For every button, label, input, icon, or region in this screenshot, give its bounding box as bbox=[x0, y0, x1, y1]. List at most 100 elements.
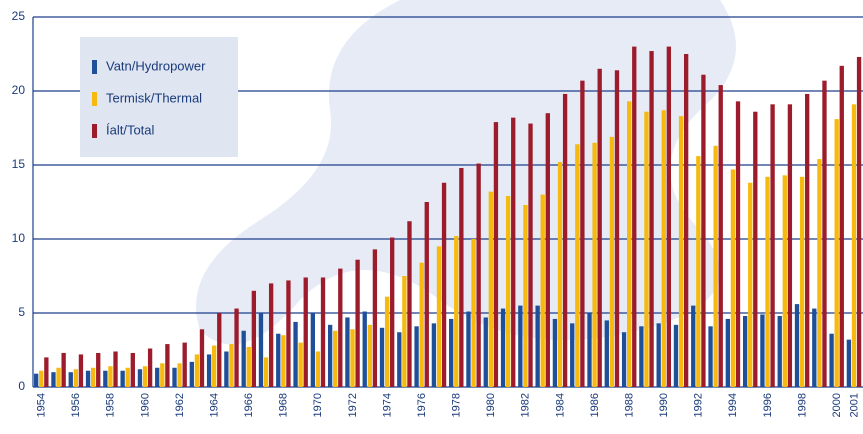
bar bbox=[108, 366, 112, 387]
bar bbox=[195, 354, 199, 387]
legend-marker bbox=[92, 124, 97, 138]
bar bbox=[546, 113, 550, 387]
bar bbox=[252, 291, 256, 387]
bar bbox=[242, 331, 246, 387]
bar bbox=[126, 368, 130, 387]
bar bbox=[708, 326, 712, 387]
bar bbox=[644, 112, 648, 387]
y-tick-label: 20 bbox=[12, 83, 26, 97]
bar bbox=[407, 221, 411, 387]
bar bbox=[79, 354, 83, 387]
bar bbox=[293, 322, 297, 387]
bar bbox=[155, 368, 159, 387]
x-tick-label: 1954 bbox=[36, 393, 48, 417]
bar bbox=[760, 314, 764, 387]
bar bbox=[229, 344, 233, 387]
bar bbox=[373, 249, 377, 387]
bar bbox=[523, 205, 527, 387]
bar bbox=[281, 335, 285, 387]
bar bbox=[783, 175, 787, 387]
bar bbox=[476, 164, 480, 387]
bar bbox=[829, 334, 833, 387]
bar bbox=[442, 183, 446, 387]
bar bbox=[649, 51, 653, 387]
bar bbox=[736, 101, 740, 387]
bar bbox=[286, 280, 290, 387]
bar bbox=[494, 122, 498, 387]
bar bbox=[563, 94, 567, 387]
bar bbox=[743, 316, 747, 387]
bar bbox=[224, 351, 228, 387]
bar bbox=[605, 320, 609, 387]
bar bbox=[160, 363, 164, 387]
x-tick-label: 1972 bbox=[347, 393, 359, 417]
bar bbox=[598, 69, 602, 387]
legend-label: Vatn/Hydropower bbox=[106, 58, 206, 73]
bar bbox=[592, 143, 596, 387]
bar bbox=[770, 104, 774, 387]
bar bbox=[489, 192, 493, 387]
bar bbox=[627, 101, 631, 387]
bar bbox=[420, 263, 424, 387]
bar bbox=[667, 47, 671, 387]
x-tick-label: 2000 bbox=[831, 393, 843, 417]
bar bbox=[432, 323, 436, 387]
bar bbox=[449, 319, 453, 387]
x-tick-label: 1976 bbox=[416, 393, 428, 417]
bar bbox=[518, 306, 522, 387]
bar bbox=[177, 363, 181, 387]
bar bbox=[298, 343, 302, 387]
bar bbox=[264, 357, 268, 387]
x-tick-label: 1990 bbox=[658, 393, 670, 417]
bar bbox=[345, 317, 349, 387]
x-tick-label: 1978 bbox=[451, 393, 463, 417]
bar bbox=[454, 236, 458, 387]
legend-marker bbox=[92, 92, 97, 106]
bar bbox=[437, 246, 441, 387]
x-tick-label: 1958 bbox=[105, 393, 117, 417]
bar bbox=[541, 195, 545, 387]
bar bbox=[788, 104, 792, 387]
bar bbox=[380, 328, 384, 387]
bar bbox=[397, 332, 401, 387]
bar bbox=[402, 276, 406, 387]
y-tick-label: 0 bbox=[18, 379, 25, 393]
x-tick-label: 1968 bbox=[278, 393, 290, 417]
bar bbox=[570, 323, 574, 387]
bar bbox=[553, 319, 557, 387]
bar bbox=[701, 75, 705, 387]
bar bbox=[86, 371, 90, 387]
legend-label: Íalt/Total bbox=[106, 122, 155, 137]
bar bbox=[56, 368, 60, 387]
x-tick-label: 1966 bbox=[243, 393, 255, 417]
bar bbox=[276, 334, 280, 387]
bar bbox=[69, 372, 73, 387]
bar bbox=[575, 144, 579, 387]
bar bbox=[34, 374, 38, 387]
bar bbox=[639, 326, 643, 387]
bar bbox=[165, 344, 169, 387]
bar bbox=[558, 162, 562, 387]
bar bbox=[143, 366, 147, 387]
bar bbox=[674, 325, 678, 387]
bar bbox=[684, 54, 688, 387]
bar bbox=[120, 371, 124, 387]
y-tick-label: 25 bbox=[12, 9, 26, 23]
bar bbox=[587, 313, 591, 387]
bar bbox=[466, 312, 470, 387]
bar bbox=[696, 156, 700, 387]
bar bbox=[847, 340, 851, 387]
bar bbox=[765, 177, 769, 387]
bar bbox=[857, 57, 861, 387]
bar bbox=[316, 351, 320, 387]
bar bbox=[172, 368, 176, 387]
bar bbox=[657, 323, 661, 387]
x-tick-label: 1956 bbox=[70, 393, 82, 417]
bar bbox=[662, 110, 666, 387]
background-decoration bbox=[196, 0, 736, 345]
bar bbox=[247, 347, 251, 387]
bar bbox=[610, 137, 614, 387]
x-tick-label: 1964 bbox=[208, 393, 220, 417]
bar bbox=[506, 196, 510, 387]
bar bbox=[234, 309, 238, 387]
